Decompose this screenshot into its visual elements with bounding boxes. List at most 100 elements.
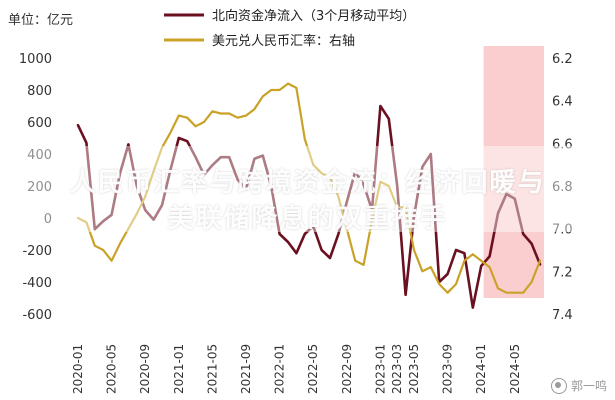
weibo-icon — [550, 377, 567, 394]
left-tick-label: -600 — [22, 308, 52, 323]
usd-cny-point — [253, 108, 256, 111]
northbound-point — [127, 143, 130, 146]
usd-cny-point — [471, 253, 474, 256]
usd-cny-point — [278, 89, 281, 91]
usd-cny-point — [127, 227, 130, 230]
usd-cny-point — [530, 281, 533, 283]
usd-cny-point — [194, 125, 197, 128]
northbound-point — [77, 124, 79, 127]
usd-cny-point — [396, 206, 399, 209]
usd-cny-point — [455, 283, 457, 285]
northbound-point — [287, 241, 289, 243]
northbound-point — [295, 252, 298, 255]
usd-cny-point — [287, 82, 289, 85]
usd-cny-point — [379, 180, 382, 183]
northbound-point — [261, 154, 264, 157]
x-tick-label: 2024-01 — [474, 344, 488, 394]
right-tick-label: 6.6 — [552, 137, 573, 152]
usd-cny-point — [245, 114, 247, 117]
northbound-point — [513, 197, 516, 200]
usd-cny-point — [270, 89, 273, 91]
left-tick-label: 600 — [27, 116, 52, 131]
northbound-point — [379, 105, 382, 107]
northbound-point — [463, 252, 466, 255]
northbound-point — [429, 153, 432, 155]
usd-cny-point — [345, 227, 348, 230]
usd-cny-point — [211, 110, 214, 113]
northbound-point — [480, 265, 483, 267]
usd-cny-point — [463, 259, 466, 262]
northbound-point — [186, 140, 189, 143]
northbound-point — [278, 233, 281, 235]
right-tick-label: 7.0 — [552, 223, 573, 238]
usd-cny-point — [480, 259, 483, 262]
overlay-title-line2: 美联储降息的双重推手 — [167, 204, 448, 234]
x-tick-label: 2022-09 — [340, 344, 354, 394]
usd-cny-point — [203, 121, 205, 123]
x-tick-label: 2021-09 — [239, 344, 253, 394]
northbound-point — [102, 220, 105, 223]
usd-cny-point — [228, 112, 231, 115]
overlay-title-line1: 人民币汇率与跨境资金流：经济回暖与 — [69, 168, 546, 198]
northbound-point — [219, 156, 222, 159]
x-tick-label: 2021-01 — [172, 344, 186, 394]
x-tick-label: 2023-03 — [390, 344, 404, 394]
usd-cny-point — [135, 212, 138, 215]
usd-cny-point — [497, 287, 499, 290]
x-tick-label: 2023-01 — [373, 344, 387, 394]
usd-cny-point — [513, 291, 516, 294]
x-tick-label: 2020-09 — [138, 344, 152, 394]
northbound-point — [497, 212, 499, 215]
usd-cny-point — [446, 291, 449, 294]
usd-cny-point — [329, 176, 331, 179]
legend-label-fx: 美元兑人民币汇率：右轴 — [212, 33, 355, 49]
northbound-point — [455, 249, 457, 251]
legend: 北向资金净流入（3个月移动平均） 美元兑人民币汇率：右轴 — [164, 8, 415, 49]
northbound-point — [203, 173, 205, 176]
left-tick-label: 0 — [44, 212, 52, 227]
northbound-point — [177, 137, 180, 139]
northbound-point — [396, 185, 399, 187]
usd-cny-point — [404, 206, 407, 209]
northbound-point — [421, 165, 424, 168]
x-tick-label: 2023-05 — [407, 344, 421, 394]
northbound-point — [471, 306, 474, 309]
northbound-point — [93, 228, 96, 231]
watermark: 郭一鸣 — [550, 377, 607, 394]
northbound-point — [371, 209, 373, 211]
usd-cny-point — [354, 259, 357, 262]
usd-cny-point — [102, 249, 105, 251]
left-axis: 1000 800 600 400 200 0 -200 -400 -600 — [19, 52, 52, 323]
right-axis: 6.2 6.4 6.6 6.8 7.0 7.2 7.4 — [552, 52, 573, 323]
northbound-point — [505, 193, 508, 195]
right-tick-label: 6.2 — [552, 52, 573, 67]
usd-cny-point — [337, 195, 340, 198]
usd-cny-point — [303, 138, 306, 141]
northbound-point — [312, 225, 315, 227]
highlight-region — [483, 46, 544, 298]
northbound-point — [387, 117, 390, 120]
usd-cny-point — [539, 259, 541, 262]
left-tick-label: 400 — [27, 148, 52, 163]
northbound-point — [110, 213, 113, 216]
northbound-point — [522, 233, 525, 235]
northbound-point — [413, 215, 415, 218]
northbound-point — [169, 169, 172, 171]
northbound-point — [337, 233, 340, 235]
usd-cny-point — [161, 146, 163, 149]
northbound-point — [530, 242, 533, 245]
usd-cny-point — [413, 249, 415, 251]
usd-cny-point — [236, 116, 239, 119]
usd-cny-point — [144, 195, 147, 198]
x-tick-label: 2022-05 — [306, 344, 320, 394]
left-tick-label: 200 — [27, 180, 52, 195]
northbound-point — [362, 183, 365, 186]
x-axis: 2020-01 2020-05 2020-09 2021-01 2021-05 2021-… — [71, 344, 522, 394]
usd-cny-point — [429, 266, 432, 268]
left-tick-label: -400 — [22, 276, 52, 291]
northbound-point — [236, 178, 239, 181]
northbound-point — [144, 209, 147, 211]
usd-cny-point — [488, 266, 491, 268]
northbound-flow-line — [76, 104, 542, 309]
watermark-text: 郭一鸣 — [570, 379, 607, 393]
